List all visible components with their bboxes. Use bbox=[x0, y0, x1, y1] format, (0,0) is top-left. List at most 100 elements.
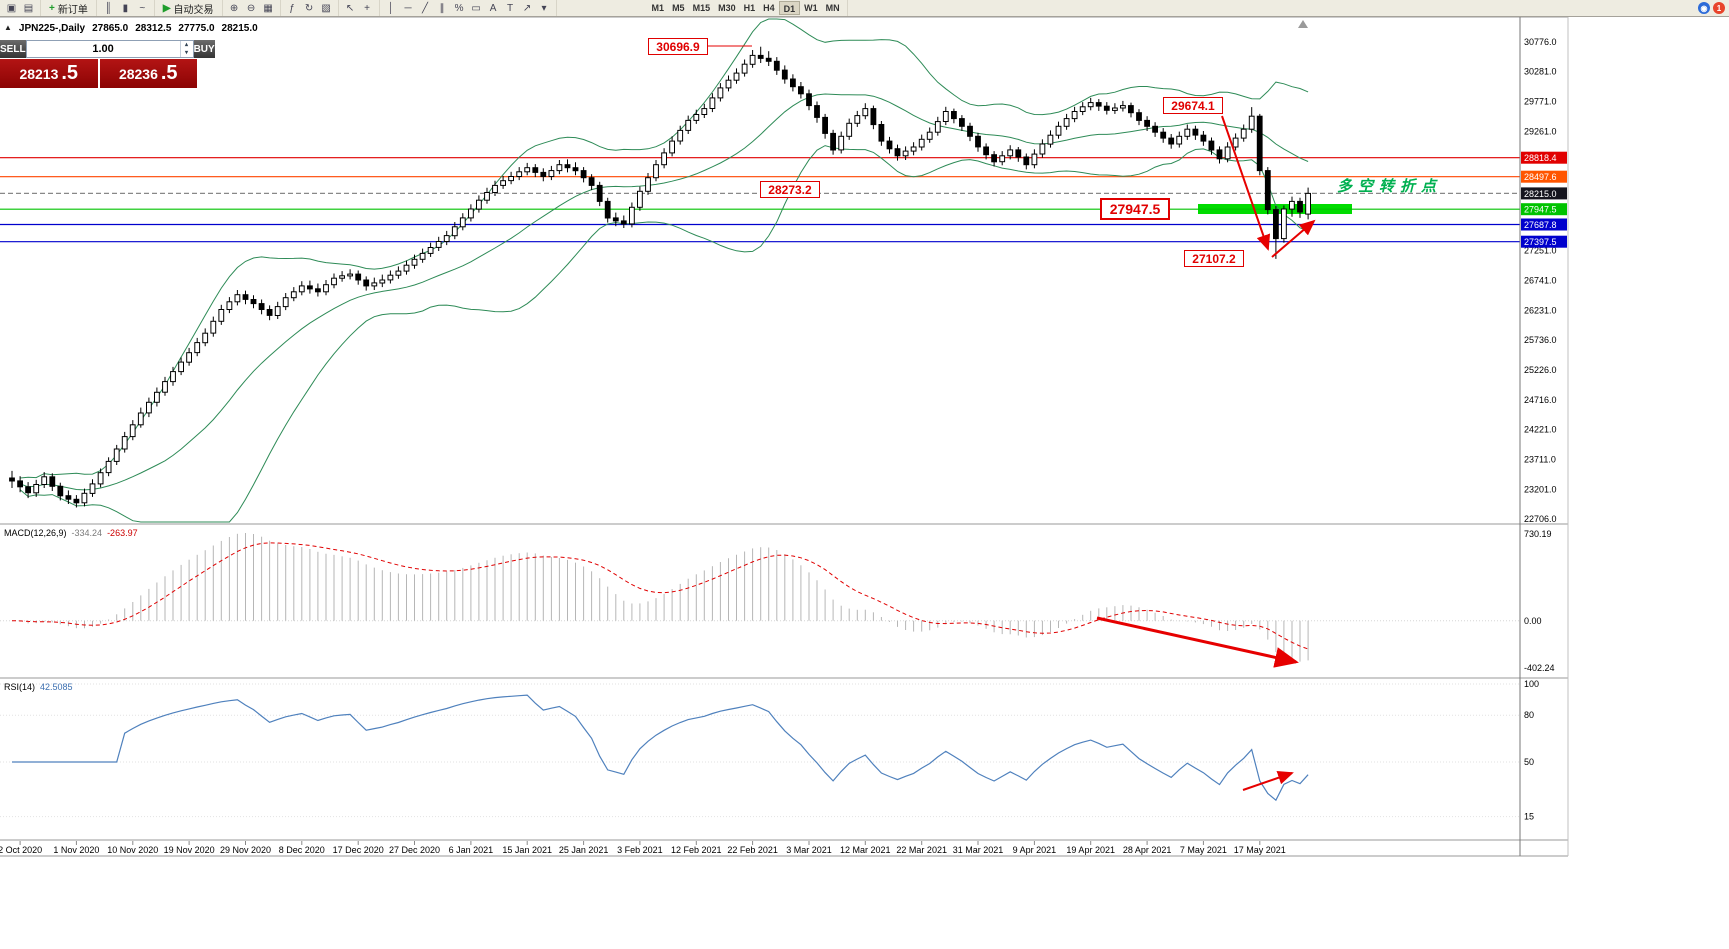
price-annotation[interactable]: 27947.5 bbox=[1100, 198, 1170, 220]
cycles-icon[interactable]: ↻ bbox=[301, 1, 318, 16]
buy-price-button[interactable]: 28236 .5 bbox=[99, 59, 197, 88]
notifications-badge-icon[interactable]: 1 bbox=[1713, 2, 1725, 14]
sell-price-int: 28213 bbox=[19, 65, 59, 82]
templates-icon[interactable]: ▧ bbox=[318, 1, 335, 16]
bar-chart-icon-glyph-icon: ║ bbox=[104, 2, 112, 14]
low-value: 27775.0 bbox=[178, 23, 215, 34]
svg-text:3 Mar 2021: 3 Mar 2021 bbox=[786, 845, 832, 855]
arrows-icon[interactable]: ↗ bbox=[519, 1, 536, 16]
trendline-icon[interactable]: ╱ bbox=[417, 1, 434, 16]
rsi-value: 42.5085 bbox=[40, 682, 73, 692]
buy-price-int: 28236 bbox=[118, 65, 158, 82]
zoom-out-icon[interactable]: ⊖ bbox=[243, 1, 260, 16]
svg-text:27397.5: 27397.5 bbox=[1524, 237, 1557, 247]
auto-trading-button[interactable]: ▶ 自动交易 bbox=[158, 1, 219, 16]
svg-text:100: 100 bbox=[1524, 679, 1539, 689]
svg-text:30281.0: 30281.0 bbox=[1524, 66, 1557, 76]
bar-chart-icon[interactable]: ║ bbox=[100, 1, 117, 16]
indicators-icon[interactable]: ƒ bbox=[284, 1, 301, 16]
fibonacci-icon-glyph-icon: % bbox=[454, 2, 464, 14]
timeframe-button-w1[interactable]: W1 bbox=[804, 3, 818, 13]
label-icon-glyph-icon: T bbox=[506, 2, 514, 14]
toolbar-group-cursor: ↖ + bbox=[339, 0, 380, 16]
vertical-line-icon[interactable]: │ bbox=[383, 1, 400, 16]
sell-price-button[interactable]: 28213 .5 bbox=[0, 59, 98, 88]
price-annotation[interactable]: 30696.9 bbox=[648, 38, 708, 55]
timeframe-button-m5[interactable]: M5 bbox=[672, 3, 685, 13]
tile-windows-icon[interactable]: ▦ bbox=[260, 1, 277, 16]
auto-trading-button-label: 自动交易 bbox=[173, 4, 214, 16]
ohlc-readout: ▲ JPN225-,Daily 27865.0 28312.5 27775.0 … bbox=[4, 23, 258, 34]
close-value: 28215.0 bbox=[221, 23, 258, 34]
svg-text:12 Mar 2021: 12 Mar 2021 bbox=[840, 845, 891, 855]
price-annotation[interactable]: 27107.2 bbox=[1184, 250, 1244, 267]
svg-text:30776.0: 30776.0 bbox=[1524, 37, 1557, 47]
timeframe-button-m1[interactable]: M1 bbox=[651, 3, 665, 13]
channel-icon[interactable]: ∥ bbox=[434, 1, 451, 16]
new-order-button[interactable]: + 新订单 bbox=[44, 1, 93, 16]
svg-text:8 Dec 2020: 8 Dec 2020 bbox=[279, 845, 325, 855]
shapes-icon-glyph-icon: ▭ bbox=[471, 2, 481, 14]
svg-text:17 May 2021: 17 May 2021 bbox=[1234, 845, 1286, 855]
svg-text:25226.0: 25226.0 bbox=[1524, 365, 1557, 375]
price-annotation[interactable]: 29674.1 bbox=[1163, 97, 1223, 114]
shapes-icon[interactable]: ▭ bbox=[468, 1, 485, 16]
svg-text:26231.0: 26231.0 bbox=[1524, 306, 1557, 316]
trendline-icon-glyph-icon: ╱ bbox=[422, 2, 429, 14]
sell-price-dec: .5 bbox=[61, 62, 79, 84]
fibonacci-icon[interactable]: % bbox=[451, 1, 468, 16]
cursor-icon-glyph-icon: ↖ bbox=[345, 2, 355, 14]
svg-text:28818.4: 28818.4 bbox=[1524, 153, 1557, 163]
cycles-icon-glyph-icon: ↻ bbox=[304, 2, 314, 14]
timeframe-button-h1[interactable]: H1 bbox=[743, 3, 756, 13]
volume-input[interactable] bbox=[26, 41, 180, 57]
svg-text:19 Apr 2021: 19 Apr 2021 bbox=[1066, 845, 1115, 855]
crosshair-icon[interactable]: + bbox=[359, 1, 376, 16]
sell-button[interactable]: SELL bbox=[0, 40, 26, 58]
dropdown-icon-glyph-icon: ▾ bbox=[541, 2, 547, 14]
svg-text:29261.0: 29261.0 bbox=[1524, 127, 1557, 137]
chart-profiles-icon-glyph-icon: ▤ bbox=[23, 2, 34, 14]
one-click-trading-panel: SELL ▴ ▾ BUY 28213 .5 28236 .5 bbox=[0, 40, 215, 88]
candlestick-chart-icon[interactable]: ▮ bbox=[117, 1, 134, 16]
stepper-down-icon[interactable]: ▾ bbox=[185, 50, 189, 56]
svg-text:31 Mar 2021: 31 Mar 2021 bbox=[953, 845, 1004, 855]
timeframe-button-d1[interactable]: D1 bbox=[778, 1, 801, 15]
chart-profiles-icon[interactable]: ▤ bbox=[20, 1, 37, 16]
stepper-up-icon[interactable]: ▴ bbox=[185, 42, 189, 48]
price-annotation[interactable]: 28273.2 bbox=[760, 181, 820, 198]
tile-windows-icon-glyph-icon: ▦ bbox=[263, 2, 273, 14]
svg-text:26741.0: 26741.0 bbox=[1524, 276, 1557, 286]
toolbar-group-chart-type: ║ ▮ ~ bbox=[97, 0, 155, 16]
buy-price-dec: .5 bbox=[160, 62, 178, 84]
bull-bear-turning-point-note[interactable]: 多空转折点 bbox=[1337, 178, 1443, 195]
svg-text:0.00: 0.00 bbox=[1524, 616, 1542, 626]
toolbar-group-timeframes: M1 M5 M15 M30 H1 H4 D1 W1 MN bbox=[645, 0, 848, 16]
open-value: 27865.0 bbox=[92, 23, 129, 34]
label-icon[interactable]: T bbox=[502, 1, 519, 16]
volume-stepper[interactable]: ▴ ▾ bbox=[179, 41, 193, 57]
community-badge-icon[interactable]: ◉ bbox=[1698, 2, 1710, 14]
svg-text:27947.5: 27947.5 bbox=[1524, 205, 1557, 215]
svg-text:24716.0: 24716.0 bbox=[1524, 395, 1557, 405]
quick-trade-toggle-icon[interactable]: ▲ bbox=[4, 23, 12, 32]
svg-text:29 Nov 2020: 29 Nov 2020 bbox=[220, 845, 271, 855]
timeframe-button-mn[interactable]: MN bbox=[825, 3, 840, 13]
line-chart-icon[interactable]: ~ bbox=[134, 1, 151, 16]
macd-main-value: -334.24 bbox=[71, 528, 103, 538]
horizontal-line-icon[interactable]: ─ bbox=[400, 1, 417, 16]
buy-button[interactable]: BUY bbox=[193, 40, 215, 58]
timeframe-button-h4[interactable]: H4 bbox=[763, 3, 775, 13]
svg-text:12 Feb 2021: 12 Feb 2021 bbox=[671, 845, 722, 855]
cursor-icon[interactable]: ↖ bbox=[342, 1, 359, 16]
new-chart-icon[interactable]: ▣ bbox=[3, 1, 20, 16]
svg-text:80: 80 bbox=[1524, 710, 1534, 720]
svg-text:15 Jan 2021: 15 Jan 2021 bbox=[502, 845, 552, 855]
macd-signal-value: -263.97 bbox=[107, 528, 138, 538]
zoom-in-icon[interactable]: ⊕ bbox=[226, 1, 243, 16]
text-icon[interactable]: A bbox=[485, 1, 502, 16]
dropdown-icon[interactable]: ▾ bbox=[536, 1, 553, 16]
timeframe-button-m15[interactable]: M15 bbox=[692, 3, 711, 13]
timeframe-button-m30[interactable]: M30 bbox=[718, 3, 736, 13]
